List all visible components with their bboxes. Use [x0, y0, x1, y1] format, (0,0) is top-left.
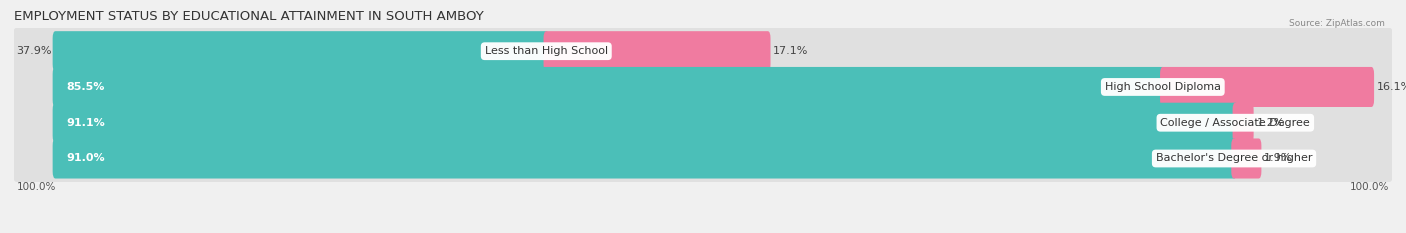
FancyBboxPatch shape	[1160, 67, 1374, 107]
Text: High School Diploma: High School Diploma	[1105, 82, 1220, 92]
FancyBboxPatch shape	[544, 31, 770, 71]
FancyBboxPatch shape	[13, 99, 1393, 146]
Text: 100.0%: 100.0%	[1350, 182, 1389, 192]
Text: 85.5%: 85.5%	[66, 82, 105, 92]
FancyBboxPatch shape	[13, 27, 1393, 75]
Text: 91.1%: 91.1%	[66, 118, 105, 128]
FancyBboxPatch shape	[13, 63, 1393, 111]
Text: 1.2%: 1.2%	[1257, 118, 1285, 128]
FancyBboxPatch shape	[52, 67, 1166, 107]
FancyBboxPatch shape	[13, 135, 1393, 182]
FancyBboxPatch shape	[52, 103, 1239, 143]
FancyBboxPatch shape	[1233, 103, 1254, 143]
FancyBboxPatch shape	[52, 138, 1237, 178]
Text: 100.0%: 100.0%	[17, 182, 56, 192]
Text: 17.1%: 17.1%	[773, 46, 808, 56]
Text: 91.0%: 91.0%	[66, 154, 105, 164]
Text: 37.9%: 37.9%	[15, 46, 51, 56]
FancyBboxPatch shape	[52, 31, 548, 71]
FancyBboxPatch shape	[1232, 138, 1261, 178]
Text: EMPLOYMENT STATUS BY EDUCATIONAL ATTAINMENT IN SOUTH AMBOY: EMPLOYMENT STATUS BY EDUCATIONAL ATTAINM…	[14, 10, 484, 23]
Text: 1.9%: 1.9%	[1264, 154, 1292, 164]
Text: Less than High School: Less than High School	[485, 46, 607, 56]
Text: Bachelor's Degree or higher: Bachelor's Degree or higher	[1156, 154, 1312, 164]
Text: College / Associate Degree: College / Associate Degree	[1160, 118, 1310, 128]
Text: 16.1%: 16.1%	[1376, 82, 1406, 92]
Text: Source: ZipAtlas.com: Source: ZipAtlas.com	[1289, 19, 1385, 28]
